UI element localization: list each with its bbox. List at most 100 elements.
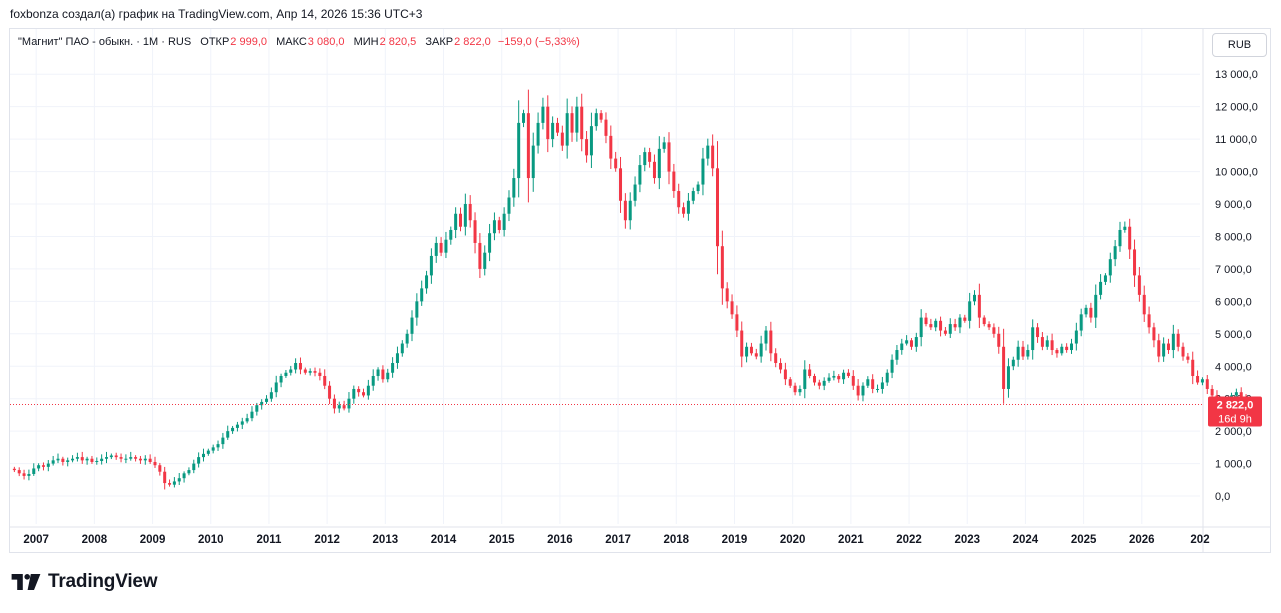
- candle[interactable]: [555, 122, 559, 133]
- candle[interactable]: [32, 468, 36, 474]
- candle[interactable]: [517, 122, 521, 179]
- candle[interactable]: [1234, 392, 1238, 396]
- candle[interactable]: [177, 478, 181, 482]
- candle[interactable]: [827, 377, 831, 381]
- candle[interactable]: [1050, 340, 1054, 351]
- candle[interactable]: [454, 213, 458, 230]
- candle[interactable]: [255, 405, 259, 412]
- candle[interactable]: [866, 379, 870, 386]
- candle[interactable]: [682, 207, 686, 214]
- candle[interactable]: [817, 382, 821, 386]
- candle[interactable]: [643, 152, 647, 166]
- candle[interactable]: [565, 113, 569, 146]
- candle[interactable]: [977, 294, 981, 318]
- currency-button[interactable]: RUB: [1212, 33, 1267, 57]
- candle[interactable]: [745, 346, 749, 357]
- candle[interactable]: [289, 369, 293, 373]
- candle[interactable]: [56, 458, 60, 461]
- candle[interactable]: [138, 458, 142, 461]
- candle[interactable]: [1006, 366, 1010, 389]
- candle[interactable]: [1205, 379, 1209, 389]
- last-price-tag[interactable]: [1208, 396, 1262, 427]
- candle[interactable]: [303, 369, 307, 373]
- candle[interactable]: [623, 200, 627, 221]
- candle[interactable]: [730, 301, 734, 315]
- candle[interactable]: [846, 372, 850, 376]
- candle[interactable]: [1045, 340, 1049, 347]
- candle[interactable]: [783, 369, 787, 380]
- candle[interactable]: [842, 372, 846, 380]
- candle[interactable]: [124, 458, 128, 460]
- candle[interactable]: [1152, 327, 1156, 341]
- candle[interactable]: [250, 411, 254, 419]
- candle[interactable]: [764, 330, 768, 344]
- candle[interactable]: [769, 330, 773, 354]
- candle[interactable]: [1089, 307, 1093, 318]
- candle[interactable]: [134, 457, 138, 459]
- candle[interactable]: [779, 363, 783, 370]
- candle[interactable]: [1084, 307, 1088, 315]
- candle[interactable]: [992, 327, 996, 334]
- candle[interactable]: [1210, 388, 1214, 396]
- candle[interactable]: [953, 324, 957, 328]
- candle[interactable]: [880, 382, 884, 389]
- candle[interactable]: [66, 460, 70, 462]
- candle[interactable]: [492, 220, 496, 234]
- chart-pane[interactable]: [9, 28, 1271, 553]
- candle[interactable]: [323, 375, 327, 386]
- candle[interactable]: [861, 385, 865, 396]
- candle[interactable]: [395, 353, 399, 364]
- candle[interactable]: [27, 473, 31, 476]
- candle[interactable]: [352, 388, 356, 399]
- candle[interactable]: [589, 126, 593, 156]
- candle[interactable]: [313, 371, 317, 373]
- candle[interactable]: [1108, 259, 1112, 276]
- candle[interactable]: [279, 375, 283, 383]
- candle[interactable]: [677, 191, 681, 208]
- candle[interactable]: [168, 483, 172, 485]
- candle[interactable]: [1040, 337, 1044, 347]
- candle[interactable]: [381, 369, 385, 380]
- candle[interactable]: [812, 375, 816, 383]
- candle[interactable]: [1113, 246, 1117, 260]
- candle[interactable]: [400, 343, 404, 354]
- candle[interactable]: [575, 106, 579, 133]
- candle[interactable]: [929, 324, 933, 328]
- candle[interactable]: [376, 369, 380, 376]
- candle[interactable]: [749, 346, 753, 354]
- candle[interactable]: [657, 148, 661, 179]
- candle[interactable]: [856, 385, 860, 396]
- candle[interactable]: [46, 463, 50, 467]
- candle[interactable]: [245, 418, 249, 422]
- candle[interactable]: [216, 444, 220, 448]
- candle[interactable]: [1069, 343, 1073, 351]
- candle[interactable]: [619, 168, 623, 201]
- candle[interactable]: [1162, 343, 1166, 357]
- candle[interactable]: [100, 458, 104, 461]
- candle[interactable]: [662, 142, 666, 149]
- candle[interactable]: [1021, 346, 1025, 357]
- candle[interactable]: [497, 220, 501, 230]
- candle[interactable]: [206, 450, 210, 454]
- candle[interactable]: [342, 405, 346, 409]
- candle[interactable]: [80, 457, 84, 461]
- candle[interactable]: [701, 158, 705, 185]
- candle[interactable]: [1200, 379, 1204, 383]
- candle[interactable]: [890, 359, 894, 373]
- candle[interactable]: [12, 468, 16, 471]
- candle[interactable]: [337, 405, 341, 409]
- candle[interactable]: [468, 204, 472, 221]
- candle[interactable]: [832, 375, 836, 378]
- candle[interactable]: [652, 161, 656, 179]
- candle[interactable]: [294, 363, 298, 370]
- candle[interactable]: [997, 333, 1001, 347]
- candle[interactable]: [1036, 327, 1040, 338]
- candle[interactable]: [1002, 346, 1006, 389]
- candle[interactable]: [129, 457, 133, 459]
- candle[interactable]: [541, 106, 545, 123]
- candle[interactable]: [269, 392, 273, 399]
- candle[interactable]: [328, 385, 332, 399]
- candle[interactable]: [512, 178, 516, 198]
- candle[interactable]: [1065, 346, 1069, 351]
- candle[interactable]: [95, 460, 99, 462]
